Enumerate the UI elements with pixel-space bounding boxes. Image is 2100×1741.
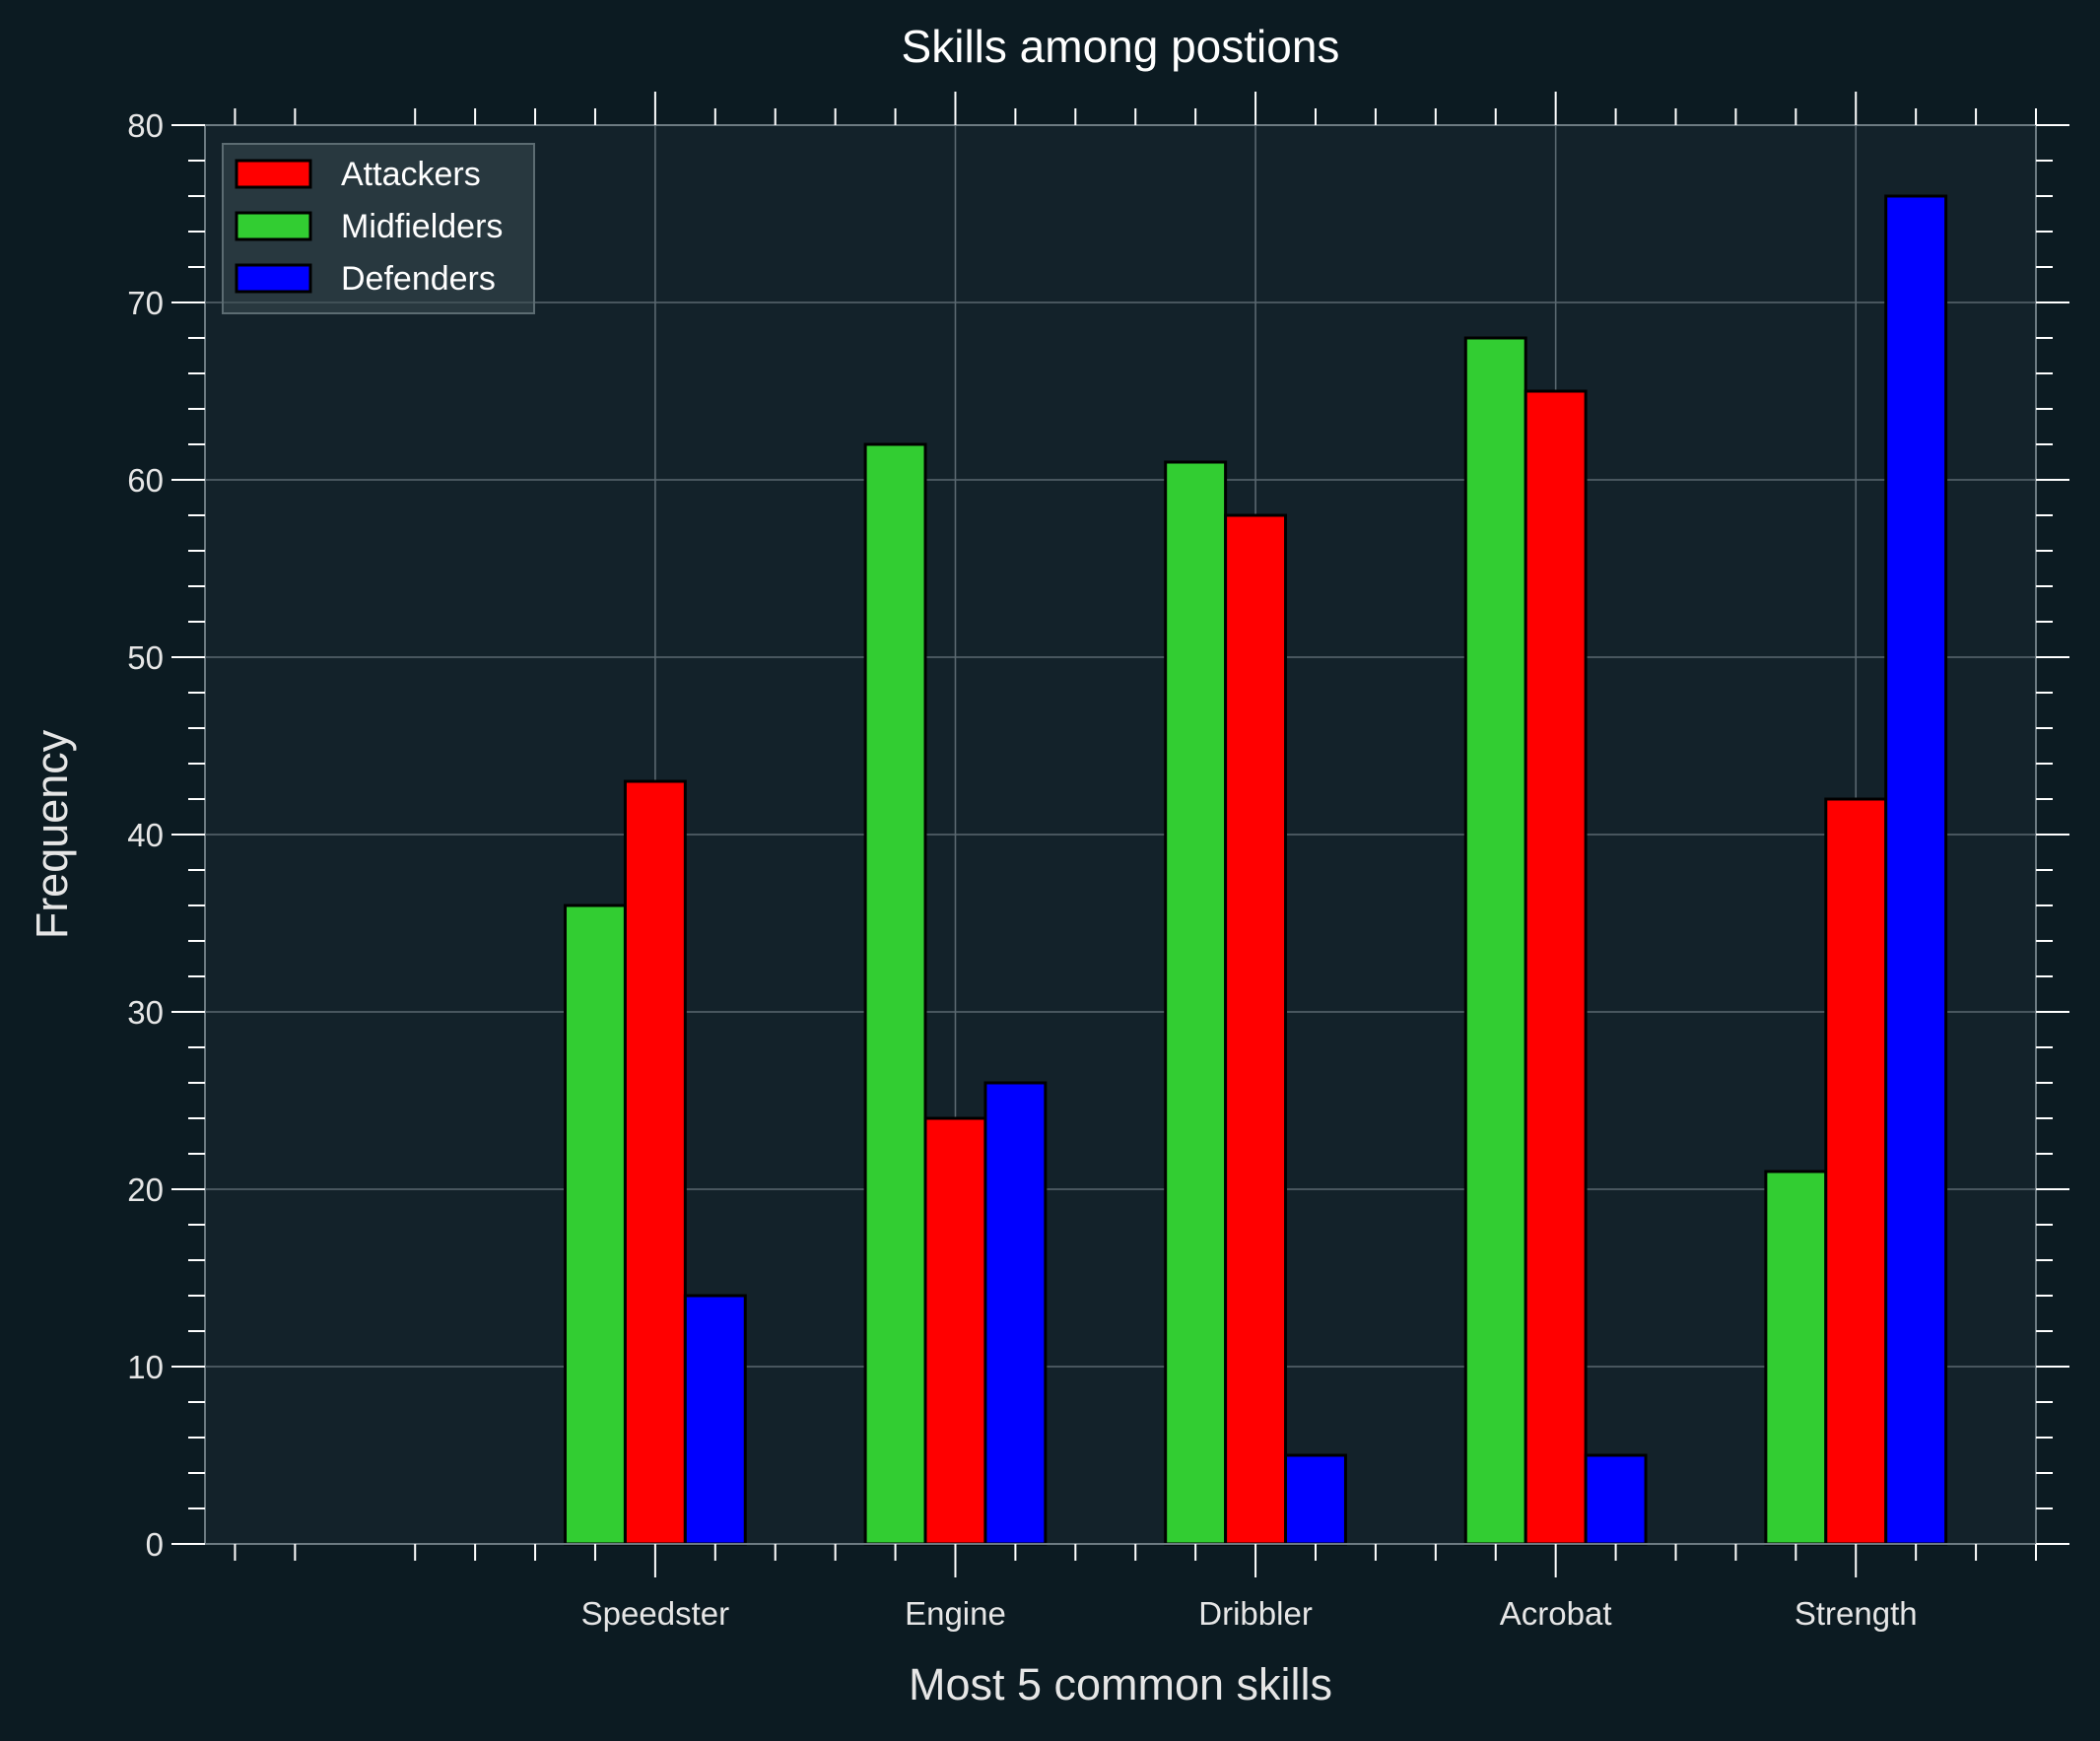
y-tick-label: 20 <box>127 1172 164 1208</box>
bar-midfielders-acrobat <box>1463 336 1527 1546</box>
x-tick-label: Speedster <box>581 1595 729 1632</box>
legend-label-defenders: Defenders <box>341 260 496 298</box>
legend-swatch-defenders <box>235 263 312 294</box>
legend-label-attackers: Attackers <box>341 156 481 193</box>
bar-defenders-dribbler <box>1284 1453 1347 1546</box>
bar-defenders-engine <box>983 1081 1048 1546</box>
bar-midfielders-speedster <box>564 904 627 1546</box>
chart-title: Skills among postions <box>902 21 1340 72</box>
y-tick-label: 70 <box>127 285 164 321</box>
x-tick-label: Dribbler <box>1198 1595 1313 1632</box>
bar-midfielders-engine <box>863 442 927 1546</box>
bar-midfielders-strength <box>1764 1170 1828 1546</box>
legend-label-midfielders: Midfielders <box>341 208 503 245</box>
bar-attackers-dribbler <box>1224 513 1288 1546</box>
legend-swatch-midfielders <box>235 211 312 241</box>
y-axis-label: Frequency <box>27 729 77 939</box>
x-tick-label: Strength <box>1795 1595 1918 1632</box>
x-axis-label: Most 5 common skills <box>909 1659 1332 1709</box>
bar-attackers-engine <box>923 1116 987 1546</box>
bar-attackers-strength <box>1824 797 1888 1546</box>
y-tick-label: 80 <box>127 107 164 144</box>
legend: Attackers Midfielders Defenders <box>222 143 535 314</box>
axis-ticks: 0 10 20 30 40 50 60 70 80 Speedster Engine Dribbler… <box>127 92 2069 1632</box>
y-tick-label: 30 <box>127 994 164 1031</box>
x-tick-label: Engine <box>905 1595 1006 1632</box>
bar-defenders-strength <box>1884 194 1948 1546</box>
legend-swatch-attackers <box>235 159 312 189</box>
bar-defenders-speedster <box>683 1294 747 1546</box>
y-tick-label: 60 <box>127 462 164 499</box>
bar-attackers-acrobat <box>1524 389 1588 1546</box>
bar-defenders-acrobat <box>1584 1453 1648 1546</box>
y-tick-label: 10 <box>127 1349 164 1385</box>
bars <box>564 194 1948 1546</box>
bar-midfielders-dribbler <box>1164 460 1228 1546</box>
y-tick-label: 0 <box>146 1526 164 1563</box>
y-tick-label: 50 <box>127 639 164 676</box>
y-tick-label: 40 <box>127 817 164 853</box>
bar-attackers-speedster <box>623 779 687 1546</box>
x-tick-label: Acrobat <box>1500 1595 1612 1632</box>
